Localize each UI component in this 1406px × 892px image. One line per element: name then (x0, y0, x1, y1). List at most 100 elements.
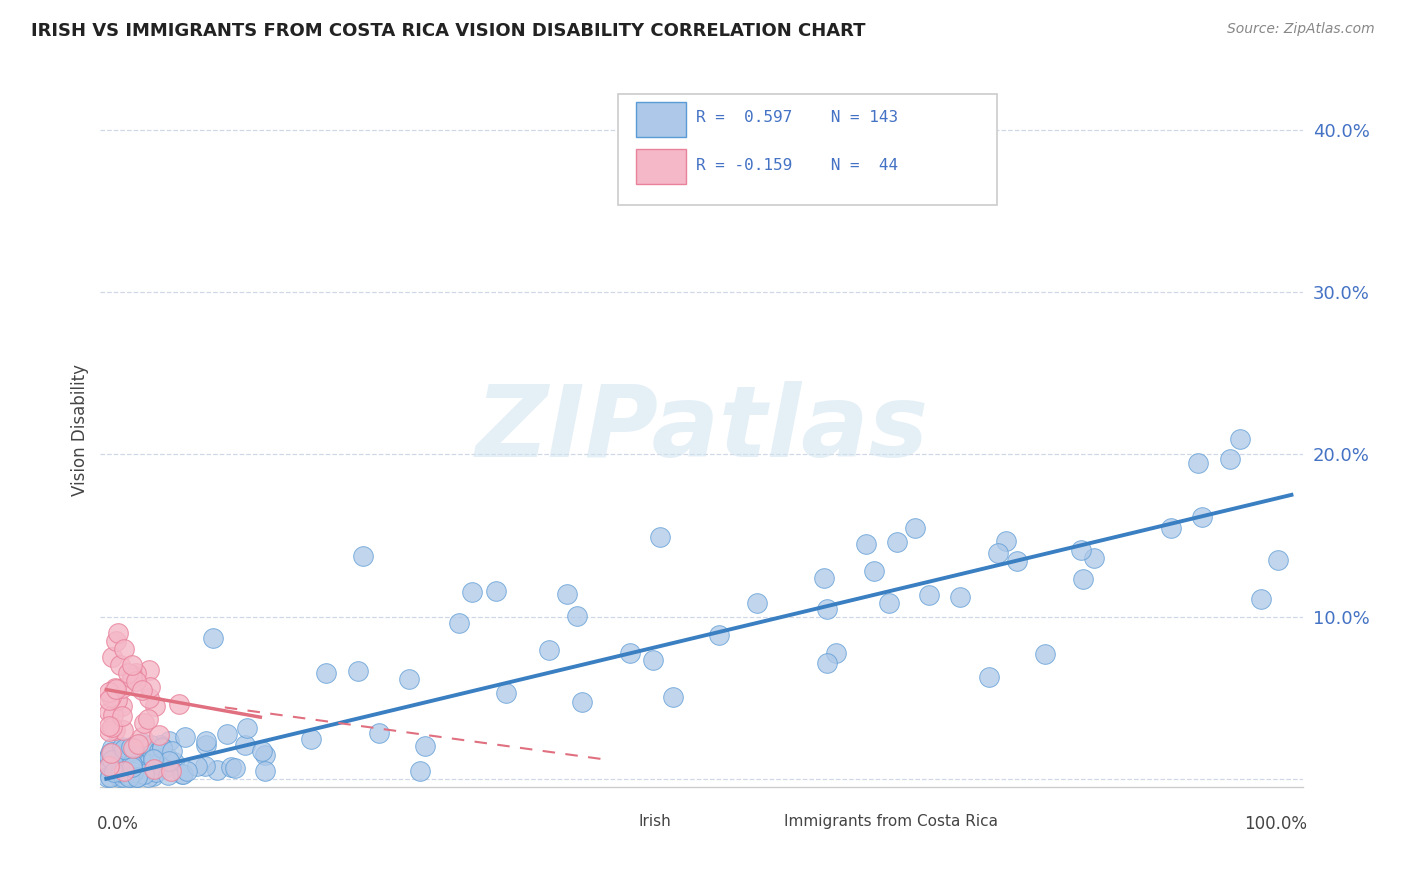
Point (111, 745, 134, 759)
Point (127, 737, 149, 751)
Point (104, 633, 127, 648)
Point (117, 744, 139, 758)
Point (121, 756, 143, 771)
Point (855, 537, 877, 551)
Point (125, 674, 148, 689)
Point (1229, 432, 1251, 446)
Point (112, 642, 135, 657)
Point (170, 766, 193, 780)
Point (104, 681, 127, 695)
Point (236, 721, 259, 735)
Text: IRISH VS IMMIGRANTS FROM COSTA RICA VISION DISABILITY CORRELATION CHART: IRISH VS IMMIGRANTS FROM COSTA RICA VISI… (31, 22, 866, 40)
Point (149, 738, 172, 752)
Point (108, 764, 131, 779)
Point (173, 731, 195, 745)
Point (886, 534, 908, 549)
Text: ZIPatlas: ZIPatlas (475, 382, 928, 478)
Point (745, 596, 768, 610)
Point (398, 672, 420, 686)
Point (101, 650, 124, 665)
Text: Source: ZipAtlas.com: Source: ZipAtlas.com (1227, 22, 1375, 37)
Point (121, 760, 143, 774)
Point (194, 734, 217, 748)
Point (538, 643, 561, 657)
Point (142, 768, 165, 782)
Point (117, 770, 139, 784)
Point (215, 727, 238, 741)
Point (484, 583, 506, 598)
Point (1005, 554, 1028, 568)
Point (98, 770, 121, 784)
Point (97, 758, 120, 772)
Point (650, 530, 672, 544)
Point (97, 705, 120, 719)
Point (224, 761, 246, 775)
Point (815, 602, 838, 616)
Point (120, 770, 142, 784)
Text: R =  0.597    N = 143: R = 0.597 N = 143 (696, 111, 898, 126)
Point (103, 765, 125, 780)
Point (118, 754, 141, 768)
Point (148, 744, 170, 758)
Point (157, 754, 180, 768)
Point (163, 756, 186, 770)
Point (112, 742, 135, 756)
Point (153, 761, 176, 775)
Point (979, 670, 1001, 684)
Point (101, 753, 124, 767)
Point (253, 747, 276, 762)
Point (449, 616, 471, 631)
Point (114, 768, 136, 782)
Y-axis label: Vision Disability: Vision Disability (72, 364, 89, 496)
Point (110, 658, 132, 673)
Point (105, 745, 128, 759)
Point (877, 596, 900, 610)
Point (98, 760, 121, 774)
Point (995, 533, 1018, 548)
Point (201, 631, 224, 645)
Point (101, 745, 124, 759)
Point (124, 743, 146, 757)
Point (157, 768, 180, 782)
Point (918, 588, 941, 602)
Point (127, 755, 149, 769)
Point (1191, 509, 1213, 524)
Point (160, 764, 183, 778)
Point (104, 723, 127, 737)
Point (141, 747, 163, 761)
Point (662, 690, 685, 704)
Point (145, 765, 167, 780)
Point (136, 770, 159, 784)
Point (97, 693, 120, 707)
Point (115, 744, 138, 758)
Point (138, 691, 160, 706)
Point (98, 749, 121, 764)
Point (96, 761, 118, 775)
Point (193, 759, 215, 773)
Point (118, 768, 141, 782)
Text: 100.0%: 100.0% (1244, 815, 1308, 833)
Point (315, 666, 337, 681)
FancyBboxPatch shape (600, 808, 633, 831)
Point (108, 770, 131, 784)
Point (186, 759, 208, 773)
Point (176, 764, 198, 778)
Point (131, 682, 153, 697)
Point (495, 686, 517, 700)
Point (110, 740, 132, 755)
Point (121, 740, 143, 755)
Point (904, 521, 927, 535)
Point (111, 698, 134, 713)
Point (125, 763, 148, 777)
Point (146, 757, 169, 772)
Point (110, 753, 132, 767)
Point (1070, 542, 1092, 557)
Point (97, 750, 120, 764)
Point (143, 699, 166, 714)
Point (643, 653, 665, 667)
Point (1187, 456, 1209, 470)
Point (1250, 591, 1272, 606)
Point (253, 764, 276, 778)
Point (105, 755, 128, 769)
FancyBboxPatch shape (636, 102, 686, 136)
